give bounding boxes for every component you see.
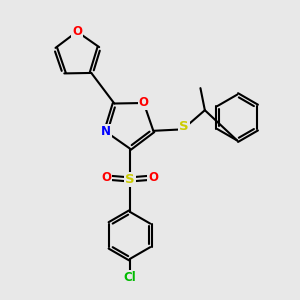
Text: S: S [179,121,189,134]
Text: Cl: Cl [124,271,136,284]
Text: N: N [101,125,111,138]
Text: O: O [72,25,82,38]
Text: O: O [148,172,158,184]
Text: O: O [101,172,111,184]
Text: O: O [139,97,149,110]
Text: S: S [125,173,135,186]
